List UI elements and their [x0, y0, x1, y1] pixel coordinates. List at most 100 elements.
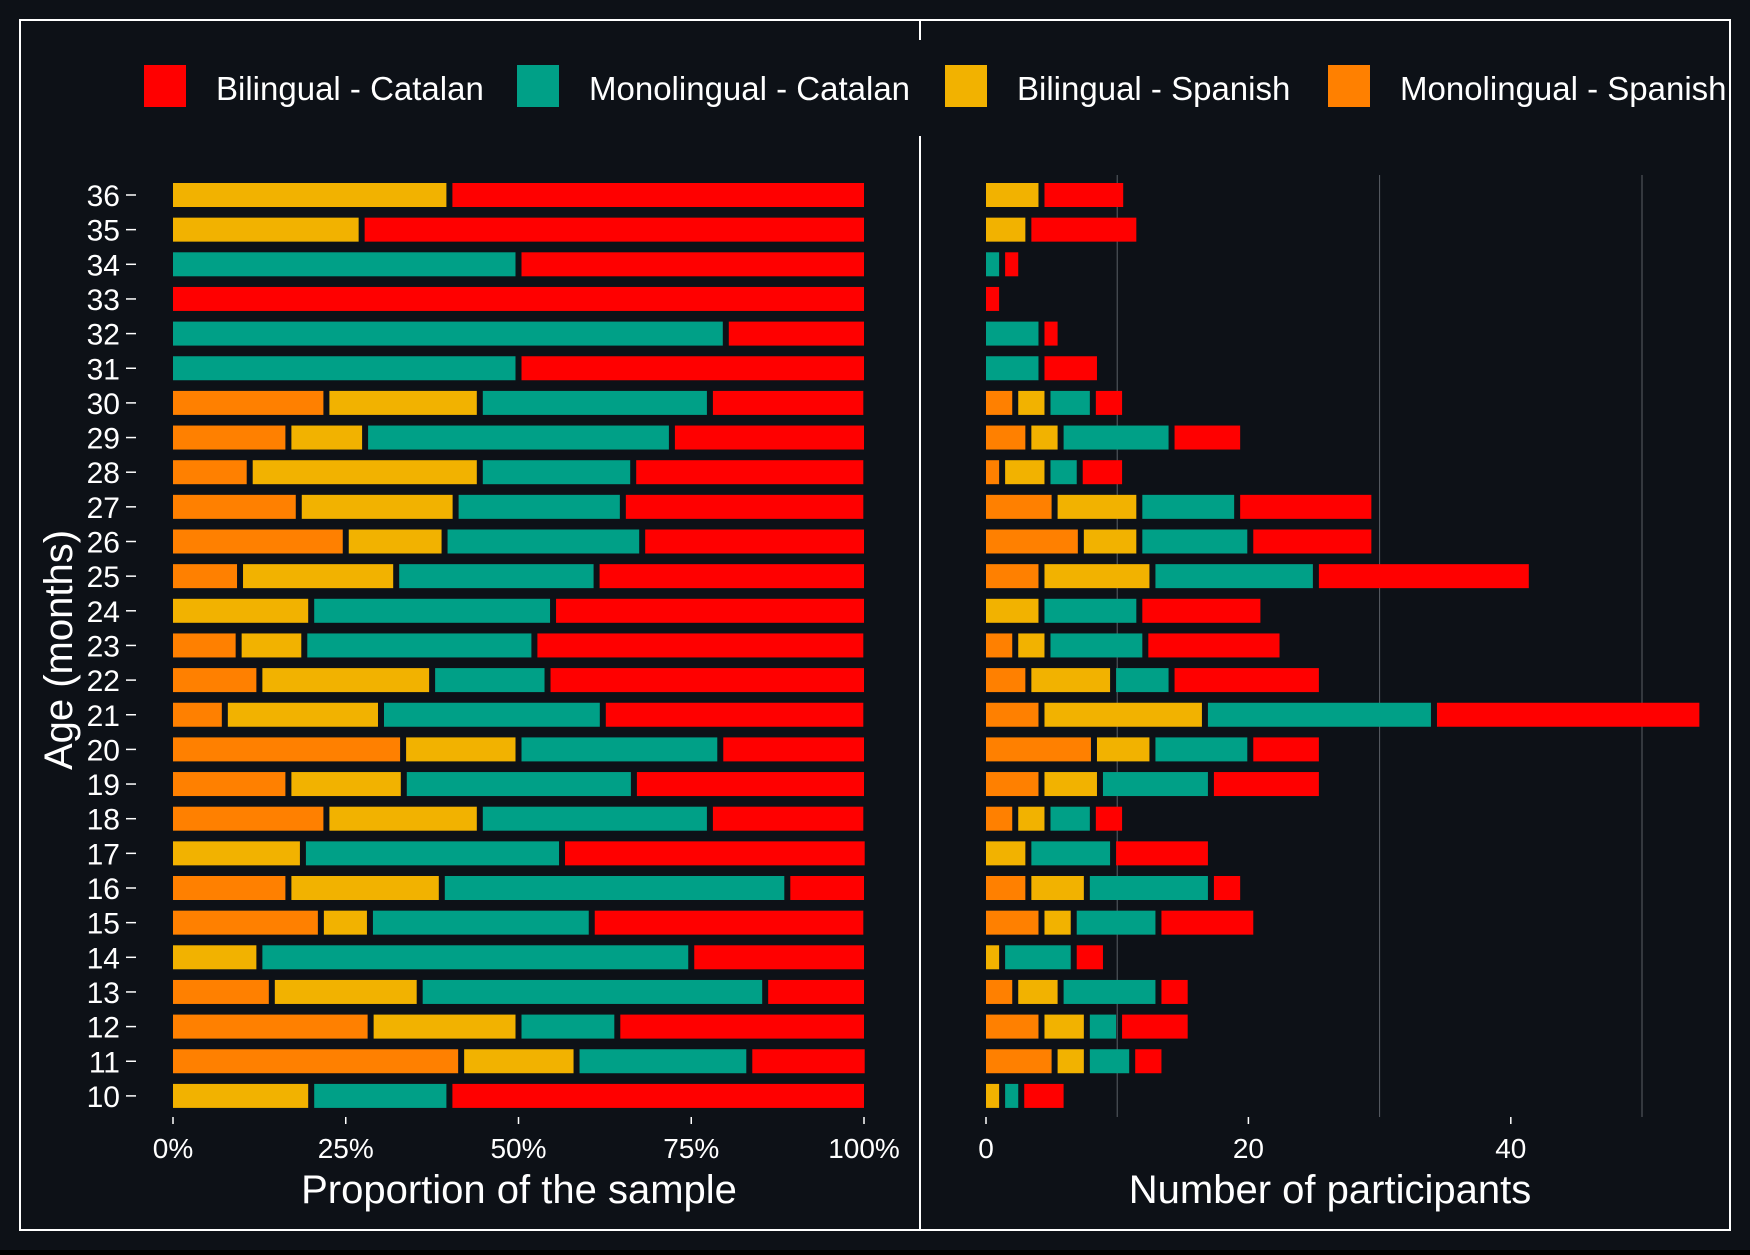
bar-monolingual-spanish-age-28 — [173, 460, 247, 485]
count-bar-bilingual-catalan-age-27 — [1240, 494, 1372, 519]
bar-monolingual-spanish-age-21 — [173, 702, 222, 727]
count-bar-bilingual-catalan-age-36 — [1044, 183, 1124, 207]
bar-bilingual-spanish-age-25 — [243, 564, 394, 589]
bar-bilingual-catalan-age-26 — [645, 529, 864, 554]
bar-bilingual-catalan-age-34 — [521, 252, 864, 277]
count-bar-monolingual-catalan-age-23 — [1050, 633, 1143, 658]
x-tick-label: 75% — [663, 1133, 719, 1164]
bar-bilingual-catalan-age-29 — [674, 425, 864, 450]
legend-swatch — [945, 65, 987, 107]
count-bar-bilingual-catalan-age-14 — [1076, 945, 1103, 970]
legend-swatch — [1328, 65, 1370, 107]
count-bar-bilingual-catalan-age-19 — [1213, 772, 1319, 797]
count-bar-monolingual-spanish-age-20 — [986, 737, 1091, 762]
count-bar-bilingual-spanish-age-16 — [1031, 876, 1084, 900]
count-bar-bilingual-catalan-age-31 — [1044, 356, 1097, 381]
count-bar-bilingual-spanish-age-18 — [1018, 806, 1045, 831]
bar-monolingual-catalan-age-20 — [521, 737, 718, 762]
bar-bilingual-spanish-age-23 — [241, 633, 302, 658]
count-bar-bilingual-catalan-age-18 — [1095, 806, 1123, 831]
count-bar-monolingual-catalan-age-22 — [1116, 668, 1169, 693]
y-axis-ticks: 1011121314151617181920212223242526272829… — [87, 180, 136, 1114]
count-bar-monolingual-spanish-age-19 — [986, 772, 1039, 797]
legend-label: Bilingual - Spanish — [1017, 70, 1290, 107]
count-bar-bilingual-spanish-age-12 — [1044, 1014, 1084, 1039]
bar-monolingual-spanish-age-15 — [173, 910, 318, 935]
bar-bilingual-catalan-age-16 — [790, 876, 864, 900]
bar-monolingual-spanish-age-29 — [173, 425, 286, 450]
count-bar-monolingual-catalan-age-10 — [1005, 1083, 1019, 1108]
bar-bilingual-catalan-age-19 — [636, 772, 864, 797]
count-bar-monolingual-spanish-age-28 — [986, 460, 1000, 485]
bar-monolingual-spanish-age-25 — [173, 564, 238, 589]
right-x-axis-title: Number of participants — [1129, 1168, 1531, 1212]
bar-monolingual-catalan-age-23 — [307, 633, 532, 658]
count-bar-monolingual-spanish-age-13 — [986, 979, 1013, 1004]
count-bar-bilingual-spanish-age-25 — [1044, 564, 1150, 589]
count-bar-monolingual-spanish-age-11 — [986, 1049, 1052, 1074]
y-tick-label: 18 — [87, 804, 120, 837]
bar-bilingual-catalan-age-35 — [364, 217, 864, 242]
y-tick-label: 25 — [87, 561, 120, 594]
bar-monolingual-spanish-age-30 — [173, 390, 324, 415]
bar-bilingual-catalan-age-17 — [565, 841, 865, 866]
count-bar-bilingual-spanish-age-24 — [986, 598, 1039, 623]
x-tick-label: 50% — [490, 1133, 546, 1164]
y-tick-label: 29 — [87, 423, 120, 456]
count-bar-bilingual-spanish-age-10 — [986, 1083, 1000, 1108]
count-bar-bilingual-spanish-age-28 — [1005, 460, 1045, 485]
count-bar-bilingual-catalan-age-26 — [1253, 529, 1372, 554]
bar-monolingual-catalan-age-15 — [372, 910, 589, 935]
right-panel-frame — [919, 19, 1731, 1231]
y-tick-label: 21 — [87, 700, 120, 733]
count-bar-bilingual-spanish-age-19 — [1044, 772, 1097, 797]
bar-bilingual-catalan-age-33 — [173, 286, 864, 311]
count-bar-bilingual-catalan-age-20 — [1253, 737, 1319, 762]
count-bar-monolingual-spanish-age-26 — [986, 529, 1078, 554]
count-bar-bilingual-spanish-age-27 — [1057, 494, 1137, 519]
bar-monolingual-spanish-age-12 — [173, 1014, 368, 1039]
count-bar-bilingual-catalan-age-29 — [1174, 425, 1241, 450]
bar-bilingual-spanish-age-16 — [291, 876, 439, 900]
bar-bilingual-spanish-age-21 — [227, 702, 378, 727]
count-bar-monolingual-catalan-age-21 — [1207, 702, 1431, 727]
bar-monolingual-catalan-age-30 — [482, 390, 707, 415]
bar-monolingual-catalan-age-22 — [435, 668, 545, 693]
bar-monolingual-catalan-age-31 — [173, 356, 516, 381]
legend-swatch — [517, 65, 559, 107]
bar-bilingual-spanish-age-17 — [173, 841, 300, 866]
bar-monolingual-catalan-age-10 — [314, 1083, 447, 1108]
y-tick-label: 34 — [87, 249, 120, 282]
legend-label: Monolingual - Spanish — [1400, 70, 1727, 107]
bar-bilingual-spanish-age-13 — [274, 979, 417, 1004]
bar-bilingual-catalan-age-21 — [605, 702, 864, 727]
bar-bilingual-spanish-age-36 — [173, 183, 447, 207]
y-tick-label: 10 — [87, 1081, 120, 1114]
y-tick-label: 28 — [87, 457, 120, 490]
bar-bilingual-spanish-age-20 — [406, 737, 516, 762]
count-bar-monolingual-catalan-age-18 — [1050, 806, 1090, 831]
legend-label: Bilingual - Catalan — [216, 70, 484, 107]
y-tick-label: 22 — [87, 665, 120, 698]
count-bar-monolingual-catalan-age-31 — [986, 356, 1039, 381]
x-tick-label: 40 — [1495, 1133, 1526, 1164]
count-bar-monolingual-catalan-age-25 — [1155, 564, 1313, 589]
bar-bilingual-catalan-age-25 — [599, 564, 864, 589]
x-tick-label: 20 — [1233, 1133, 1264, 1164]
count-bar-monolingual-spanish-age-12 — [986, 1014, 1039, 1039]
bar-monolingual-spanish-age-22 — [173, 668, 257, 693]
count-bar-bilingual-catalan-age-30 — [1095, 390, 1123, 415]
bar-bilingual-catalan-age-15 — [594, 910, 864, 935]
y-tick-label: 36 — [87, 180, 120, 213]
count-bar-monolingual-spanish-age-27 — [986, 494, 1052, 519]
bar-monolingual-spanish-age-11 — [173, 1049, 459, 1074]
bar-bilingual-catalan-age-31 — [521, 356, 864, 381]
count-bar-bilingual-spanish-age-35 — [986, 217, 1026, 242]
count-bar-monolingual-catalan-age-12 — [1089, 1014, 1117, 1039]
bar-bilingual-catalan-age-14 — [694, 945, 864, 970]
bar-monolingual-catalan-age-19 — [406, 772, 631, 797]
y-tick-label: 26 — [87, 527, 120, 560]
count-bar-bilingual-spanish-age-22 — [1031, 668, 1111, 693]
